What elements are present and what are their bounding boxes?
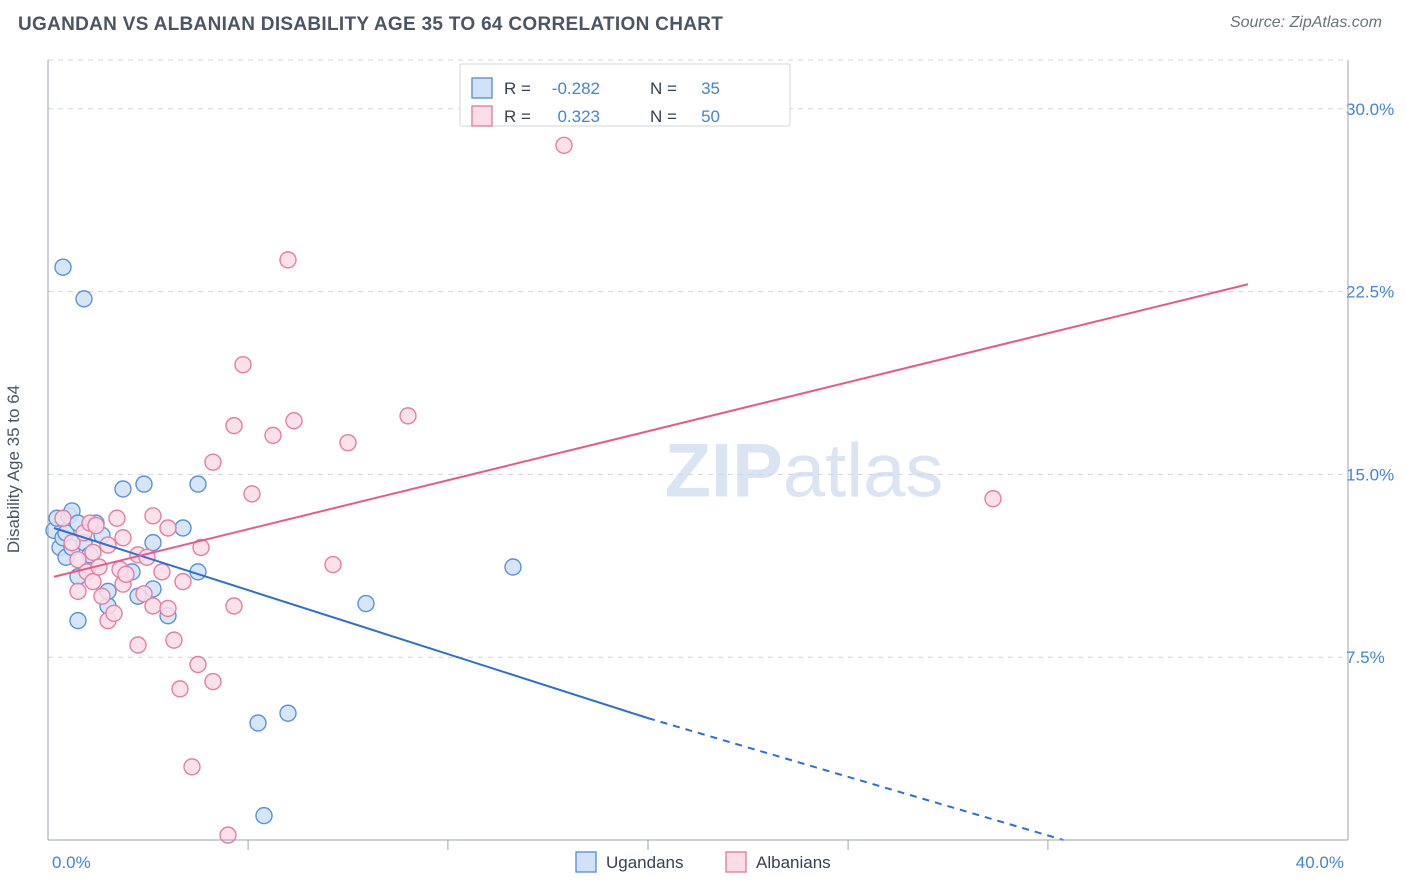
chart-area: Disability Age 35 to 64 7.5% 15.0% 22.5% 30… (0, 46, 1406, 892)
data-point (280, 705, 296, 721)
legend-n-label: N = (650, 79, 677, 98)
data-point (85, 574, 101, 590)
data-point (118, 566, 134, 582)
chart-title: UGANDAN VS ALBANIAN DISABILITY AGE 35 TO… (18, 14, 723, 36)
data-point (145, 535, 161, 551)
data-point (106, 605, 122, 621)
data-point (325, 557, 341, 573)
data-point (226, 598, 242, 614)
legend-r-label: R = (504, 79, 531, 98)
series-label: Albanians (756, 853, 831, 872)
data-point (160, 520, 176, 536)
x-tick-label: 0.0% (52, 853, 91, 872)
data-point (109, 510, 125, 526)
data-point (145, 598, 161, 614)
trend-line (54, 528, 648, 718)
data-point (175, 520, 191, 536)
data-point (115, 530, 131, 546)
data-point (985, 491, 1001, 507)
data-point (55, 259, 71, 275)
data-point (190, 476, 206, 492)
legend-swatch (472, 106, 492, 126)
data-point (556, 137, 572, 153)
data-point (154, 564, 170, 580)
data-point (55, 510, 71, 526)
series-label: Ugandans (606, 853, 684, 872)
data-point (130, 637, 146, 653)
legend-n-label: N = (650, 107, 677, 126)
legend-r-value: -0.282 (552, 79, 600, 98)
legend-r-label: R = (504, 107, 531, 126)
data-point (358, 596, 374, 612)
data-point (250, 715, 266, 731)
series-swatch (576, 852, 596, 872)
legend-n-value: 35 (701, 79, 720, 98)
data-point (400, 408, 416, 424)
data-point (265, 427, 281, 443)
data-point (160, 600, 176, 616)
data-point (505, 559, 521, 575)
data-point (205, 674, 221, 690)
data-point (70, 613, 86, 629)
legend-r-value: 0.323 (557, 107, 600, 126)
y-tick-label: 7.5% (1346, 648, 1385, 667)
data-point (94, 588, 110, 604)
data-point (286, 413, 302, 429)
legend-n-value: 50 (701, 107, 720, 126)
data-point (184, 759, 200, 775)
data-point (205, 454, 221, 470)
scatter-plot-svg: 7.5% 15.0% 22.5% 30.0% ZIPatlas 0.0% 40.0% R = -… (0, 46, 1406, 892)
data-point (280, 252, 296, 268)
y-tick-label: 30.0% (1346, 100, 1394, 119)
chart-source: Source: ZipAtlas.com (1230, 14, 1382, 32)
y-axis-label: Disability Age 35 to 64 (4, 385, 24, 553)
data-point (235, 357, 251, 373)
series-swatch (726, 852, 746, 872)
data-point (244, 486, 260, 502)
data-point (256, 808, 272, 824)
data-point (172, 681, 188, 697)
data-point (85, 544, 101, 560)
watermark: ZIPatlas (665, 428, 944, 513)
trend-line-dashed (648, 718, 1063, 840)
data-point (340, 435, 356, 451)
data-point (175, 574, 191, 590)
data-point (70, 583, 86, 599)
y-tick-label: 15.0% (1346, 465, 1394, 484)
legend-swatch (472, 78, 492, 98)
data-point (76, 291, 92, 307)
data-point (145, 508, 161, 524)
data-point (220, 827, 236, 843)
chart-header: UGANDAN VS ALBANIAN DISABILITY AGE 35 TO… (0, 0, 1406, 44)
data-point (136, 476, 152, 492)
data-point (88, 518, 104, 534)
y-tick-label: 22.5% (1346, 283, 1394, 302)
data-point (226, 418, 242, 434)
data-point (190, 657, 206, 673)
data-point (115, 481, 131, 497)
x-tick-label: 40.0% (1296, 853, 1344, 872)
data-point (166, 632, 182, 648)
